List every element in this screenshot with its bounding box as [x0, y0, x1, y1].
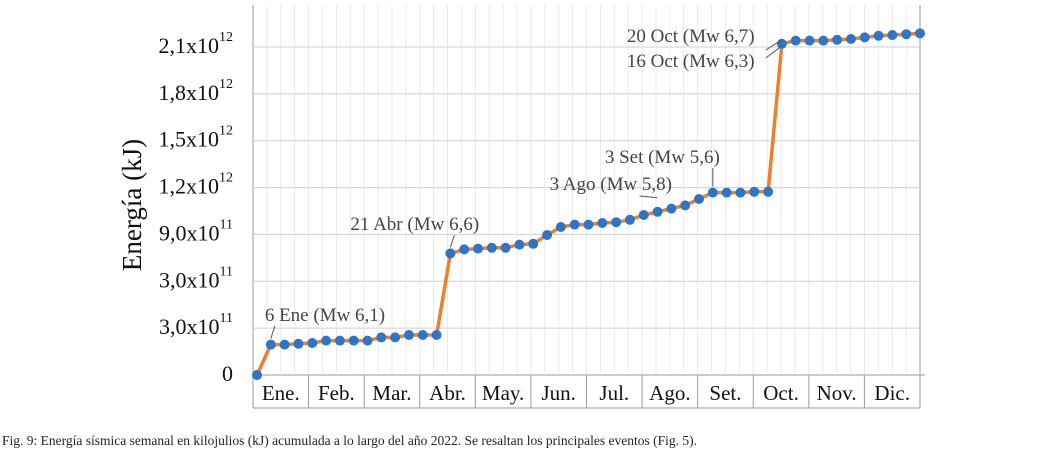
data-point	[252, 370, 262, 380]
month-label: Jun.	[541, 381, 575, 405]
annotation-leader	[765, 45, 783, 59]
data-point	[887, 30, 898, 40]
y-tick-label: 1,8x1012	[159, 77, 234, 105]
data-point	[583, 219, 594, 230]
data-point	[749, 186, 760, 197]
data-point	[569, 219, 580, 230]
series-points	[252, 28, 925, 380]
annotation-leader	[270, 325, 276, 339]
data-point	[859, 32, 870, 43]
annotation-label: 20 Oct (Mw 6,7)	[627, 26, 755, 47]
data-point	[721, 187, 732, 198]
data-point	[611, 217, 622, 228]
data-point	[403, 330, 414, 340]
grid-layer	[252, 5, 925, 409]
annotation-leader	[765, 39, 783, 51]
month-label: May.	[482, 381, 524, 405]
data-point	[707, 187, 718, 198]
y-axis-label: Energía (kJ)	[117, 139, 147, 271]
data-point	[666, 203, 677, 214]
month-label: Dic.	[874, 381, 910, 405]
annotation-label: 6 Ene (Mw 6,1)	[265, 305, 385, 326]
month-label: Nov.	[817, 381, 857, 405]
data-point	[459, 244, 470, 255]
data-point	[763, 186, 774, 197]
data-point	[265, 339, 276, 350]
data-point	[694, 194, 704, 204]
data-point	[307, 338, 318, 348]
data-point	[652, 206, 663, 217]
data-point	[845, 34, 856, 44]
y-axis-ticks: 0 3,0x1011 3,0x1011 9,0x1011 1,2x1012 1,5x101…	[159, 30, 234, 386]
y-tick-label: 3,0x1011	[159, 311, 233, 339]
data-point	[555, 222, 566, 232]
data-point	[680, 200, 691, 211]
data-point	[445, 248, 456, 259]
y-tick-label: 2,1x1012	[159, 30, 234, 58]
data-point	[597, 218, 608, 228]
data-point	[431, 330, 442, 340]
y-tick-label: 9,0x1011	[159, 217, 233, 245]
month-label: Abr.	[429, 381, 466, 405]
data-point	[624, 214, 635, 225]
annotation-leader	[639, 195, 658, 199]
data-point	[348, 335, 359, 346]
annotation-label: 21 Abr (Mw 6,6)	[350, 214, 479, 235]
data-point	[376, 332, 387, 343]
month-label: Feb.	[318, 381, 355, 405]
data-point	[832, 34, 843, 45]
month-label: Ago.	[649, 381, 690, 405]
data-point	[818, 35, 829, 46]
annotation-leader	[449, 234, 455, 248]
data-point	[473, 243, 483, 254]
annotations: 6 Ene (Mw 6,1) 21 Abr (Mw 6,6) 3 Ago (Mw 5…	[265, 26, 783, 339]
data-point	[804, 35, 815, 46]
y-tick-label: 1,2x1012	[159, 171, 234, 199]
y-tick-label: 0	[222, 361, 233, 386]
data-point	[279, 339, 290, 350]
data-point	[873, 30, 884, 41]
annotation-label: 3 Set (Mw 5,6)	[605, 147, 720, 168]
month-label: Set.	[709, 381, 741, 405]
data-point	[334, 335, 345, 346]
month-label: Oct.	[763, 381, 799, 405]
data-point	[735, 187, 746, 198]
data-point	[542, 230, 553, 240]
figure-caption: Fig. 9: Energía sísmica semanal en kiloj…	[2, 433, 697, 448]
energy-chart: 0 3,0x1011 3,0x1011 9,0x1011 1,2x1012 1,5x101…	[117, 5, 925, 409]
month-label: Ene.	[262, 381, 300, 405]
data-point	[500, 242, 511, 253]
data-point	[486, 242, 497, 253]
annotation-label: 3 Ago (Mw 5,8)	[550, 174, 672, 195]
annotation-label: 16 Oct (Mw 6,3)	[627, 51, 755, 72]
data-point	[790, 35, 801, 46]
y-tick-label: 3,0x1011	[159, 264, 233, 292]
data-point	[915, 28, 925, 39]
data-point	[638, 210, 649, 220]
data-point	[514, 239, 525, 250]
data-point	[321, 335, 332, 346]
data-point	[528, 238, 539, 249]
month-label: Jul.	[599, 381, 629, 405]
x-axis-months: Ene. Feb. Mar. Abr. May. Jun. Jul. Ago. Set. Oct.…	[262, 375, 910, 408]
month-label: Mar.	[372, 381, 411, 405]
data-point	[417, 330, 428, 340]
data-point	[390, 332, 401, 343]
y-tick-label: 1,5x1012	[159, 124, 234, 152]
data-point	[293, 338, 304, 349]
data-point	[901, 29, 912, 40]
data-point	[362, 335, 373, 346]
